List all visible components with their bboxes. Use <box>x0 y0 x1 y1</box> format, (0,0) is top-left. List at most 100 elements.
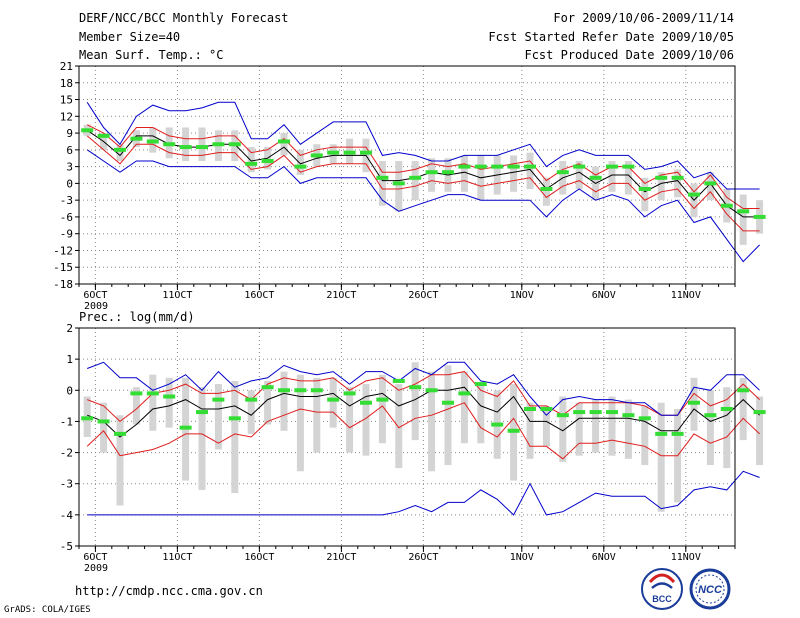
temp-observed-mark <box>671 175 684 180</box>
temp-y-tick-label: 0 <box>66 177 73 190</box>
temp-ensemble-box <box>198 127 206 162</box>
temp-observed-mark <box>704 181 717 186</box>
temp-x-tick-label: 26OCT <box>408 290 438 301</box>
temp-observed-mark <box>458 164 471 169</box>
prec-y-tick-label: -2 <box>60 447 73 460</box>
temp-observed-mark <box>327 150 340 155</box>
temp-x-tick-label: 6OCT <box>83 290 107 301</box>
temp-ensemble-box <box>575 161 583 189</box>
temp-observed-mark <box>425 170 438 175</box>
temp-ensemble-box <box>116 144 124 162</box>
prec-x-tick-label: 21OCT <box>326 552 356 563</box>
prec-observed-mark <box>212 397 225 402</box>
prec-ensemble-box <box>100 402 108 453</box>
temp-ensemble-box <box>674 169 682 198</box>
prec-y-tick-label: -1 <box>60 415 73 428</box>
prec-year-label: 2009 <box>84 563 108 574</box>
prec-observed-mark <box>704 413 717 418</box>
temp-observed-mark <box>146 139 159 144</box>
temp-x-tick-label: 6NOV <box>592 290 616 301</box>
temp-ensemble-box <box>280 133 288 156</box>
temp-min-line <box>86 149 760 263</box>
prec-ensemble-box <box>132 387 140 425</box>
prec-x-tick-label: 26OCT <box>408 552 438 563</box>
prec-ensemble-box <box>395 384 403 469</box>
temp-observed-mark <box>245 161 258 166</box>
temp-y-tick-label: 15 <box>60 94 73 107</box>
prec-y-tick-label: 0 <box>66 384 73 397</box>
prec-ensemble-box <box>723 387 731 469</box>
temp-ensemble-box <box>411 161 419 201</box>
temp-observed-mark <box>114 147 126 152</box>
temp-ensemble-box <box>182 127 190 162</box>
prec-y-tick-label: -3 <box>60 478 73 491</box>
temp-observed-mark <box>261 159 274 164</box>
forecast-period: For 2009/10/06-2009/11/14 <box>553 11 734 25</box>
temp-y-tick-label: 18 <box>60 77 73 90</box>
temp-y-tick-label: 6 <box>66 144 73 157</box>
temp-observed-mark <box>540 186 553 191</box>
temp-max-line <box>86 101 760 190</box>
prec-observed-mark <box>589 410 602 415</box>
temp-observed-mark <box>163 142 176 147</box>
temp-year-label: 2009 <box>84 301 108 312</box>
prec-observed-mark <box>671 431 684 436</box>
temp-observed-mark <box>753 214 766 219</box>
temp-y-tick-label: -6 <box>60 211 73 224</box>
prec-observed-mark <box>81 416 94 421</box>
temp-y-tick-label: 3 <box>66 161 73 174</box>
temp-upper-sd-line <box>86 124 760 209</box>
prec-observed-mark <box>491 422 504 427</box>
temp-ensemble-box <box>608 161 616 192</box>
prec-observed-mark <box>458 391 471 396</box>
temp-observed-mark <box>622 164 635 169</box>
prec-ensemble-box <box>592 399 600 453</box>
temp-y-tick-label: -15 <box>53 261 73 274</box>
temp-x-tick-label: 21OCT <box>326 290 356 301</box>
prec-observed-mark <box>146 391 159 396</box>
temp-ensemble-box <box>706 172 714 201</box>
temp-y-tick-label: -9 <box>60 228 73 241</box>
prec-observed-mark <box>753 410 766 415</box>
temp-observed-mark <box>409 175 422 180</box>
prec-observed-mark <box>442 400 454 405</box>
temp-y-tick-label: -3 <box>60 194 73 207</box>
prec-y-tick-label: -5 <box>60 540 73 553</box>
prec-ensemble-box <box>378 374 386 444</box>
prec-upper-sd-line <box>87 371 760 423</box>
temp-observed-mark <box>556 170 569 175</box>
temp-y-tick-label: 12 <box>60 110 73 123</box>
prec-x-tick-label: 11OCT <box>162 552 192 563</box>
prec-ensemble-box <box>231 380 239 494</box>
temp-observed-mark <box>573 164 586 169</box>
temp-observed-mark <box>376 175 389 180</box>
prec-ensemble-box <box>756 396 764 466</box>
grads-credit: GrADS: COLA/IGES <box>4 605 91 615</box>
prec-observed-mark <box>278 388 290 393</box>
prec-ensemble-box <box>346 387 354 453</box>
temp-ensemble-box <box>641 177 649 212</box>
temp-ensemble-box <box>510 155 518 192</box>
ncc-logo-text: NCC <box>698 584 723 596</box>
prec-ensemble-box <box>624 399 632 459</box>
prec-ensemble-box <box>264 380 272 425</box>
precip-panel-title: Prec.: log(mm/d) <box>79 310 195 324</box>
prec-mean-line <box>87 386 760 438</box>
bcc-logo: BCC <box>641 568 683 610</box>
prec-observed-mark <box>376 397 389 402</box>
prec-ensemble-box <box>313 377 321 453</box>
prec-ensemble-box <box>362 384 370 456</box>
data-source-url: http://cmdp.ncc.cma.gov.cn <box>75 584 263 598</box>
temp-observed-mark <box>228 142 241 147</box>
prec-x-tick-label: 16OCT <box>244 552 274 563</box>
prec-x-tick-label: 1NOV <box>510 552 534 563</box>
temp-observed-mark <box>507 164 520 169</box>
temp-observed-mark <box>392 181 405 186</box>
temp-observed-mark <box>474 164 487 169</box>
prec-ensemble-box <box>739 377 747 441</box>
temperature-panel: -18 -15 -12 -9 -6 -3 0 3 6 9 12 15 18 21 6OCT 11OCT 16OC… <box>53 60 766 312</box>
temp-ensemble-box <box>624 161 632 195</box>
prec-observed-mark <box>228 416 241 421</box>
temp-x-tick-label: 16OCT <box>244 290 274 301</box>
prec-observed-mark <box>573 410 586 415</box>
